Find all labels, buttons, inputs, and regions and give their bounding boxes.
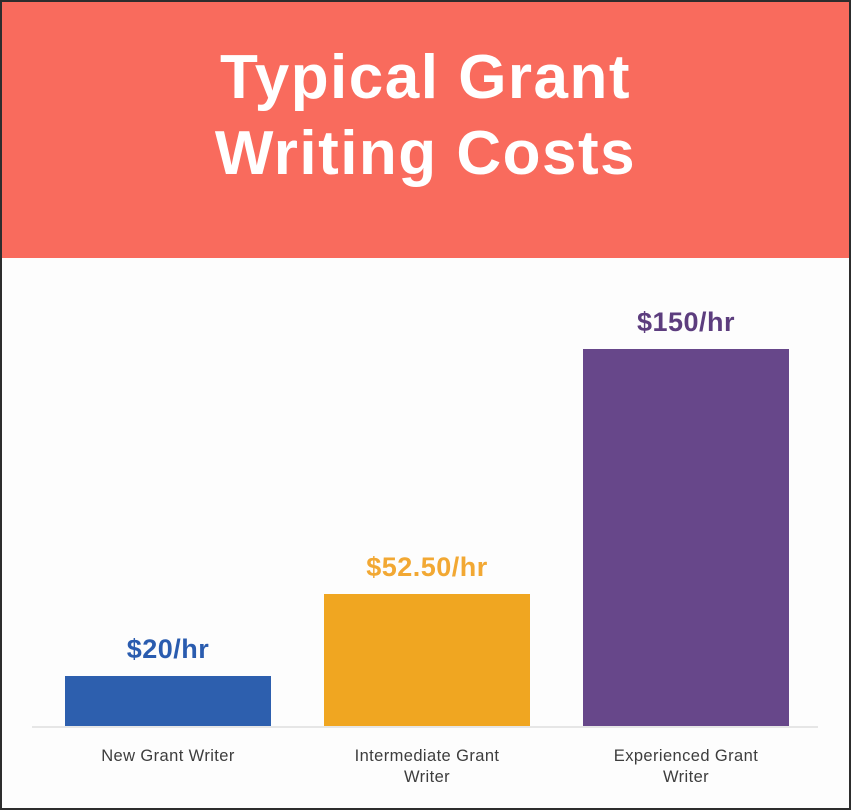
x-axis-line (32, 726, 818, 728)
header-banner: Typical Grant Writing Costs (2, 2, 849, 258)
value-label-intermediate-grant-writer: $52.50/hr (366, 552, 488, 582)
category-label-new-grant-writer: New Grant Writer (101, 747, 235, 765)
bar-intermediate-grant-writer (324, 594, 530, 726)
page-title-line-1: Typical Grant (219, 43, 632, 112)
bar-group-experienced-grant-writer: $150/hr (583, 307, 789, 726)
category-label-experienced-grant-writer: Experienced Grant Writer (613, 747, 759, 786)
bar-experienced-grant-writer (583, 349, 789, 726)
bar-group-intermediate-grant-writer: $52.50/hr (324, 552, 530, 726)
bar-chart: $20/hr $52.50/hr $150/hr New Grant Write… (2, 258, 849, 808)
category-label-intermediate-grant-writer: Intermediate Grant Writer (354, 747, 500, 786)
bar-new-grant-writer (65, 676, 271, 726)
value-label-new-grant-writer: $20/hr (126, 634, 210, 664)
bar-group-new-grant-writer: $20/hr (65, 634, 271, 726)
page-title-line-2: Writing Costs (214, 119, 637, 188)
value-label-experienced-grant-writer: $150/hr (636, 307, 736, 337)
